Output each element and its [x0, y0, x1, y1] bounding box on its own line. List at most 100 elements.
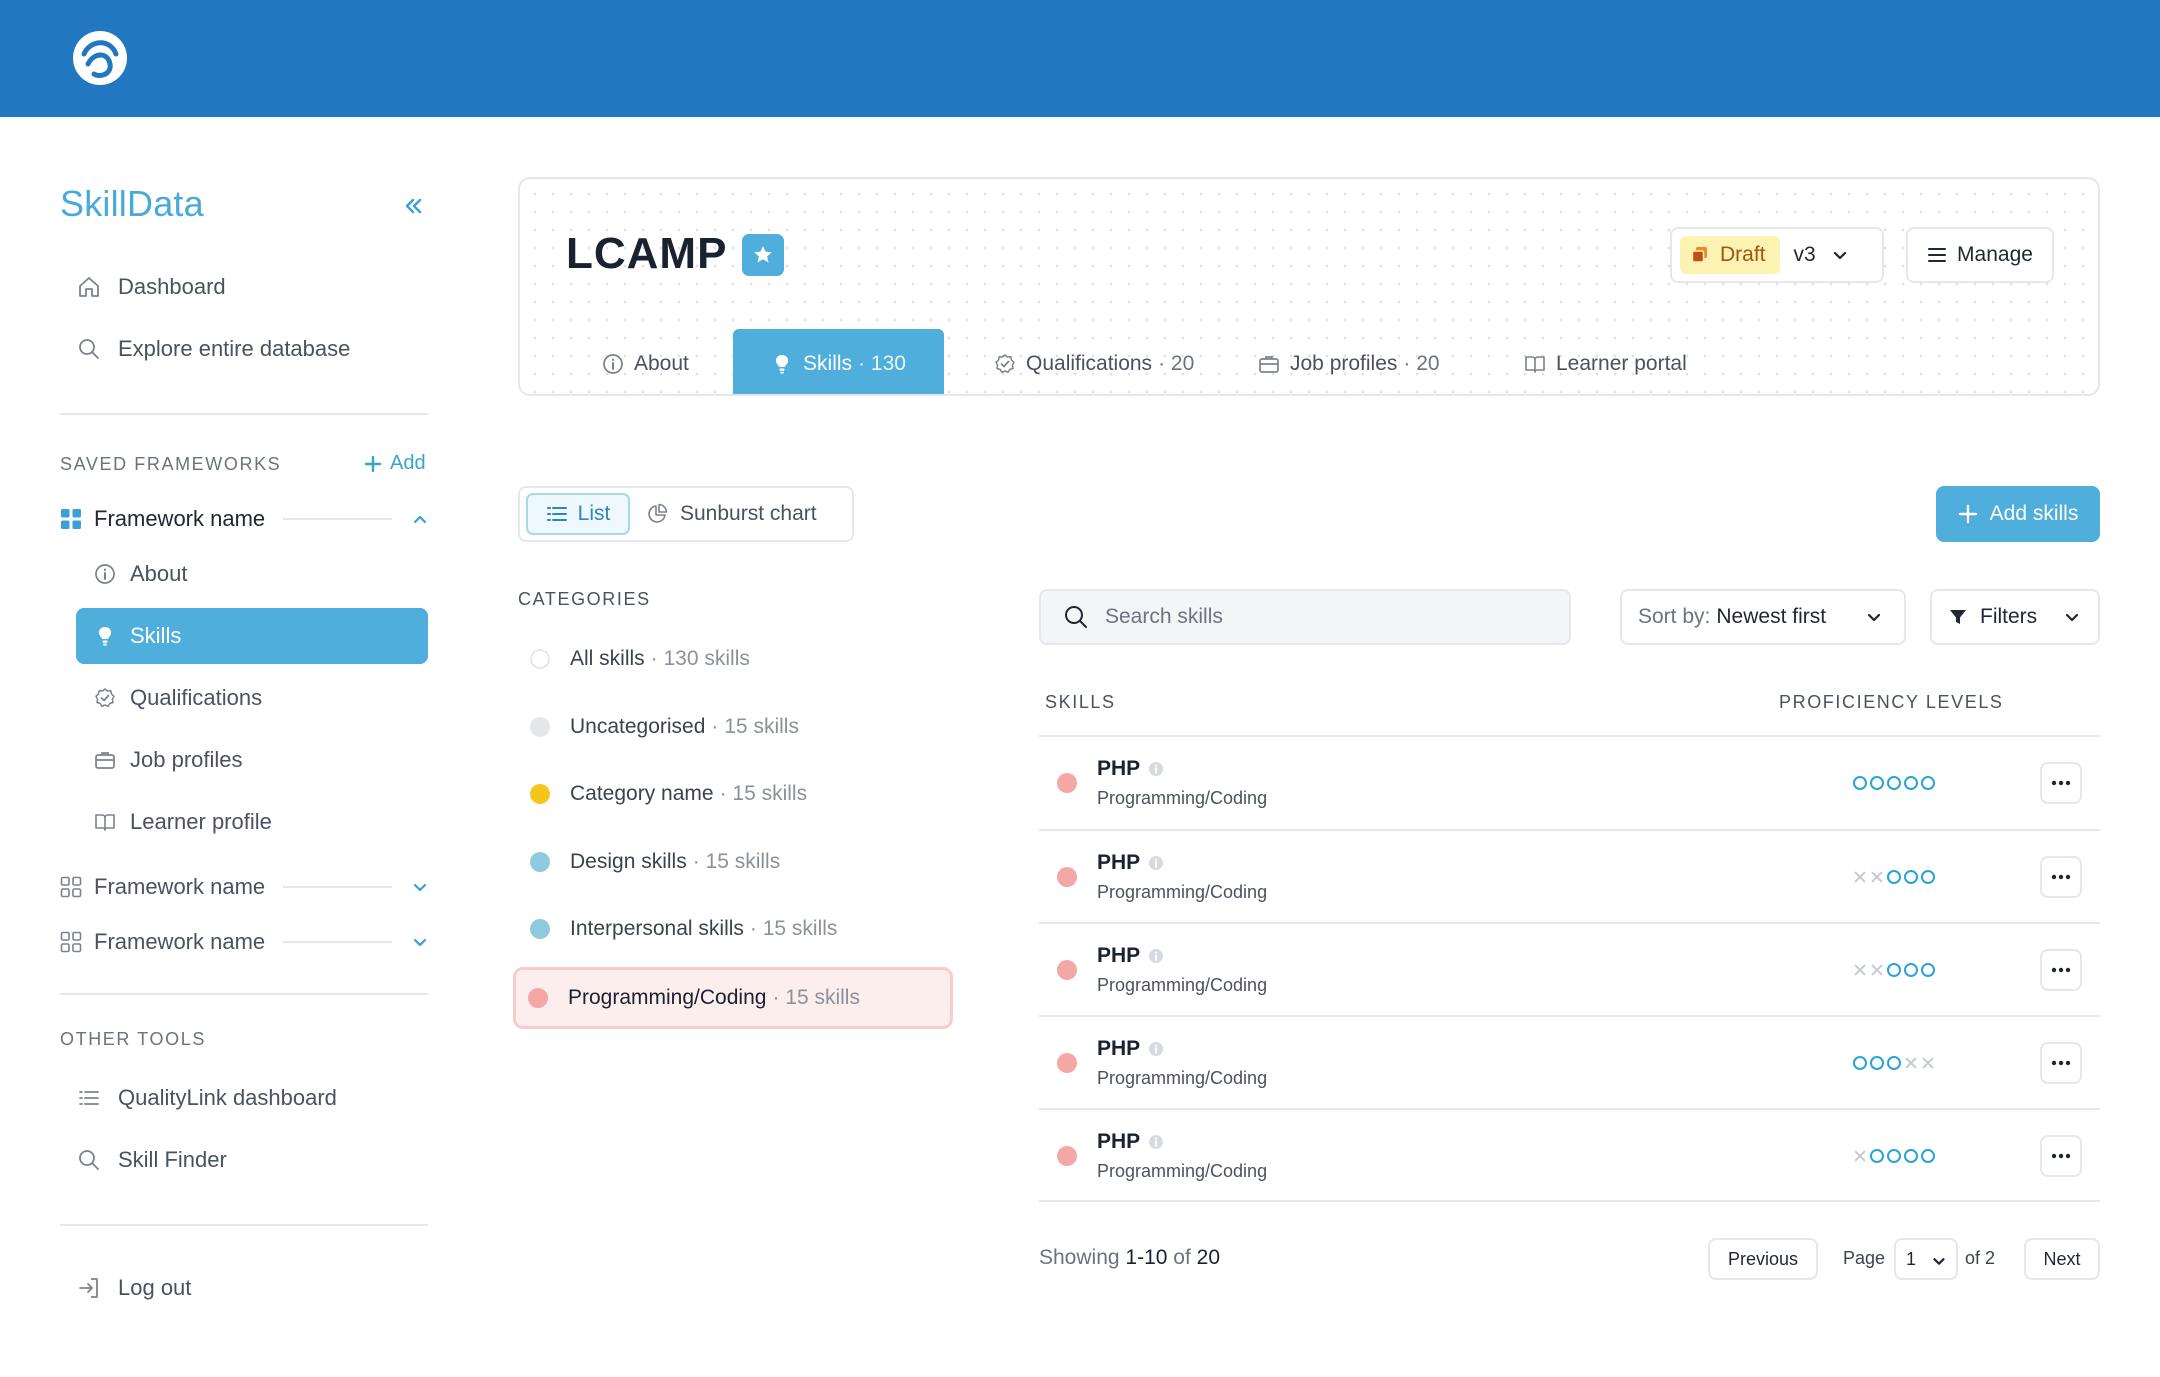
filter-icon: [1948, 607, 1968, 627]
sidebar-item-learner-profile[interactable]: Learner profile: [76, 794, 428, 850]
category-count: · 15 skills: [749, 917, 838, 940]
tab-learner-portal[interactable]: Learner portal: [1488, 329, 1723, 394]
info-icon[interactable]: [1148, 855, 1164, 871]
add-skills-button[interactable]: Add skills: [1936, 486, 2100, 542]
manage-label: Manage: [1957, 243, 2033, 266]
sidebar-item-label: About: [130, 561, 188, 586]
logout-button[interactable]: Log out: [76, 1275, 191, 1301]
sort-label: Sort by:: [1638, 605, 1711, 628]
level-filled-icon: [1853, 1056, 1867, 1070]
proficiency-levels: [1853, 958, 1953, 982]
showing-total: 20: [1196, 1246, 1220, 1269]
row-more-button[interactable]: [2040, 762, 2082, 804]
info-icon[interactable]: [1148, 1041, 1164, 1057]
results-summary: Showing 1-10 of 20: [1039, 1246, 1220, 1270]
skill-category: Programming/Coding: [1097, 975, 1268, 995]
collapse-sidebar-icon[interactable]: [400, 193, 426, 219]
sidebar-item-qualifications[interactable]: Qualifications: [76, 670, 428, 726]
category-interpersonal-skills[interactable]: Interpersonal skills · 15 skills: [516, 900, 952, 958]
filters-dropdown[interactable]: Filters: [1930, 589, 2100, 645]
category-design-skills[interactable]: Design skills · 15 skills: [516, 833, 952, 891]
row-more-button[interactable]: [2040, 1135, 2082, 1177]
nav-explore-label: Explore entire database: [118, 336, 351, 361]
skill-category: Programming/Coding: [1097, 788, 1268, 808]
tab-label: About: [634, 351, 689, 375]
info-icon[interactable]: [1148, 761, 1164, 777]
nav-dashboard[interactable]: Dashboard: [76, 274, 226, 300]
manage-button[interactable]: Manage: [1906, 227, 2054, 283]
chevron-down-icon[interactable]: [410, 877, 430, 897]
row-more-button[interactable]: [2040, 856, 2082, 898]
level-filled-icon: [1870, 1149, 1884, 1163]
tab-job-profiles[interactable]: Job profiles · 20: [1222, 329, 1476, 394]
version-selector[interactable]: Draft v3: [1670, 227, 1884, 283]
sidebar-item-label: Learner profile: [130, 809, 272, 834]
nav-skill-finder[interactable]: Skill Finder: [76, 1147, 227, 1173]
table-row[interactable]: PHP Programming/Coding: [1039, 831, 2100, 923]
framework-item-2[interactable]: Framework name: [60, 870, 430, 904]
info-icon[interactable]: [1148, 948, 1164, 964]
table-row[interactable]: PHP Programming/Coding: [1039, 737, 2100, 829]
skill-name-text: PHP: [1097, 944, 1141, 967]
table-row[interactable]: PHP Programming/Coding: [1039, 1017, 2100, 1109]
level-filled-icon: [1887, 870, 1901, 884]
sidebar-item-job-profiles[interactable]: Job profiles: [76, 732, 428, 788]
favorite-star-button[interactable]: [742, 234, 784, 276]
pie-chart-icon: [646, 503, 668, 525]
add-framework-button[interactable]: Add: [364, 452, 426, 475]
next-page-button[interactable]: Next: [2024, 1238, 2100, 1280]
category-all-skills[interactable]: All skills · 130 skills: [516, 630, 952, 688]
proficiency-column-header: PROFICIENCY LEVELS: [1779, 692, 2004, 712]
page-select[interactable]: 1: [1894, 1238, 1958, 1280]
level-empty-icon: [1904, 1056, 1918, 1070]
level-filled-icon: [1904, 963, 1918, 977]
framework-header-card: LCAMP Draft v3 Manage About Skills · 130…: [518, 177, 2100, 396]
skill-name-text: PHP: [1097, 757, 1141, 780]
info-icon[interactable]: [1148, 1134, 1164, 1150]
sunburst-label: Sunburst chart: [680, 502, 817, 525]
skills-column-header: SKILLS: [1045, 692, 1116, 712]
previous-page-button[interactable]: Previous: [1708, 1238, 1818, 1280]
sidebar-item-skills[interactable]: Skills: [76, 608, 428, 664]
chevron-up-icon[interactable]: [410, 509, 430, 529]
category-uncategorised[interactable]: Uncategorised · 15 skills: [516, 698, 952, 756]
category-category-name[interactable]: Category name · 15 skills: [516, 765, 952, 823]
row-more-button[interactable]: [2040, 1042, 2082, 1084]
status-badge: Draft: [1680, 236, 1780, 274]
sort-dropdown[interactable]: Sort by: Newest first: [1620, 589, 1906, 645]
tab-qualifications[interactable]: Qualifications · 20: [958, 329, 1230, 394]
menu-icon: [1927, 245, 1947, 265]
category-dot: [530, 919, 550, 939]
level-empty-icon: [1870, 870, 1884, 884]
grid-icon: [60, 876, 82, 898]
logo-icon[interactable]: [70, 28, 130, 88]
table-divider: [1039, 1108, 2100, 1110]
tab-count: · 20: [1158, 351, 1195, 375]
badge-check-icon: [92, 685, 118, 711]
table-divider: [1039, 1200, 2100, 1202]
sunburst-chart-button[interactable]: Sunburst chart: [646, 493, 817, 535]
category-programming-coding[interactable]: Programming/Coding · 15 skills: [513, 967, 953, 1029]
search-input[interactable]: Search skills: [1039, 589, 1571, 645]
tab-label: Job profiles: [1290, 351, 1398, 375]
row-more-button[interactable]: [2040, 949, 2082, 991]
page-label: Page: [1843, 1248, 1886, 1268]
table-row[interactable]: PHP Programming/Coding: [1039, 1110, 2100, 1202]
plus-icon: [364, 455, 382, 472]
framework-item-1[interactable]: Framework name: [60, 502, 430, 536]
framework-name: Framework name: [94, 929, 266, 954]
tab-about[interactable]: About: [566, 329, 725, 394]
category-dot: [530, 852, 550, 872]
nav-explore-database[interactable]: Explore entire database: [76, 336, 350, 362]
tab-skills[interactable]: Skills · 130: [733, 329, 944, 394]
table-row[interactable]: PHP Programming/Coding: [1039, 924, 2100, 1016]
nav-qualitylink-dashboard[interactable]: QualityLink dashboard: [76, 1085, 337, 1111]
status-label: Draft: [1720, 243, 1766, 266]
level-filled-icon: [1921, 870, 1935, 884]
sidebar-item-about[interactable]: About: [76, 546, 428, 602]
chevron-down-icon[interactable]: [410, 932, 430, 952]
category-dot: [530, 784, 550, 804]
framework-item-3[interactable]: Framework name: [60, 925, 430, 959]
category-dot: [1057, 867, 1077, 887]
list-view-button[interactable]: List: [526, 493, 630, 535]
